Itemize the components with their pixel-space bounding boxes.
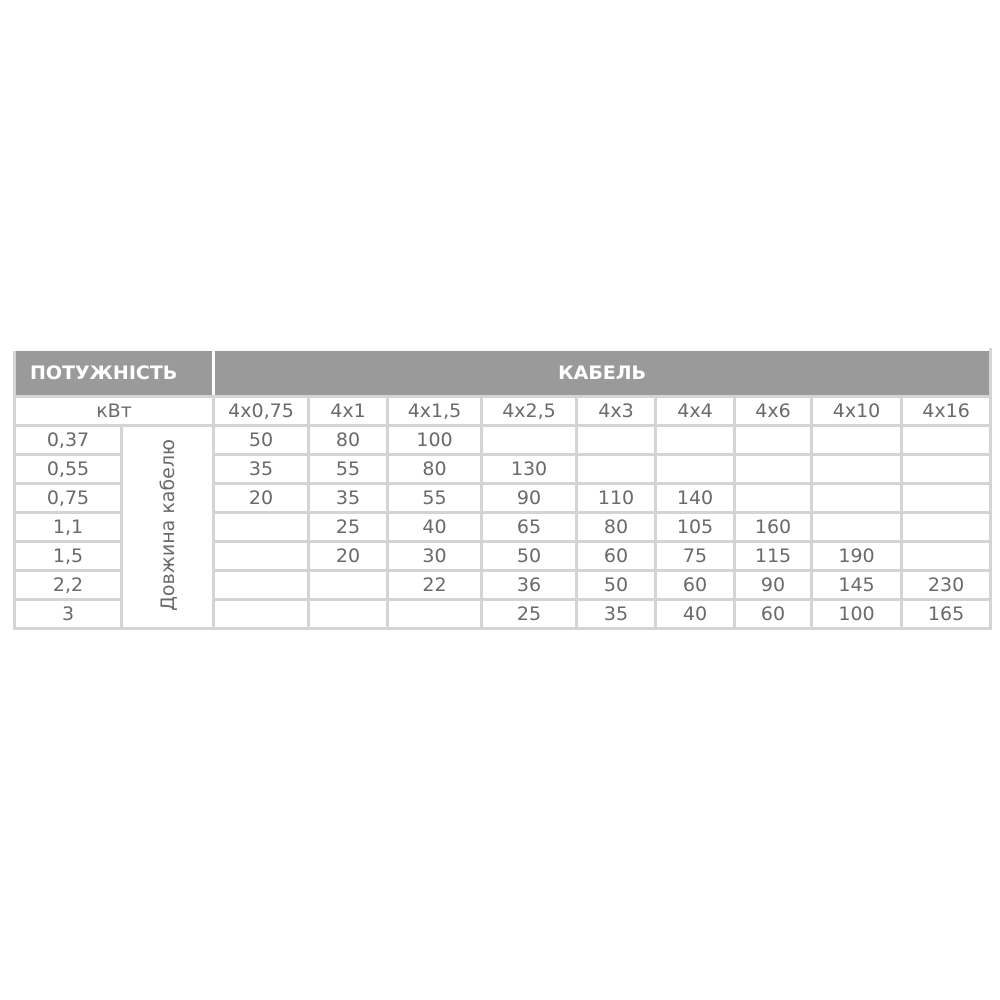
length-value: 55 [307,453,389,485]
length-value: 55 [386,482,483,514]
length-value [899,453,993,485]
length-value: 60 [654,569,736,601]
length-value [212,569,310,601]
length-value: 20 [307,540,389,572]
table-row: 1,1 25 40 65 80 105 160 [13,511,993,543]
length-value: 60 [733,598,813,630]
length-value [575,424,657,456]
power-header: ПОТУЖНІСТЬ [13,348,215,398]
length-value [307,598,389,630]
length-value: 35 [212,453,310,485]
length-value: 80 [575,511,657,543]
length-value: 25 [307,511,389,543]
length-label: Довжина кабелю [156,438,179,611]
power-value: 0,37 [13,424,123,456]
power-value: 0,75 [13,482,123,514]
length-value: 80 [386,453,483,485]
length-value [810,424,903,456]
length-value: 80 [307,424,389,456]
length-value: 110 [575,482,657,514]
length-value [654,453,736,485]
length-value [899,424,993,456]
length-value [386,598,483,630]
length-value [480,424,578,456]
cable-column-header: 4x10 [810,395,903,427]
length-value [733,424,813,456]
length-value: 145 [810,569,903,601]
length-value: 165 [899,598,993,630]
length-value: 36 [480,569,578,601]
cable-length-table: ПОТУЖНІСТЬ КАБЕЛЬ кВт 4x0,75 4x1 4x1,5 4x2,… [13,348,993,630]
length-value: 25 [480,598,578,630]
length-value: 190 [810,540,903,572]
length-value: 100 [386,424,483,456]
length-value: 75 [654,540,736,572]
power-value: 3 [13,598,123,630]
length-value: 65 [480,511,578,543]
length-value [212,511,310,543]
subheader-row: кВт 4x0,75 4x1 4x1,5 4x2,5 4x3 4x4 4x6 4x10 4x16 [13,395,993,427]
length-value [810,482,903,514]
length-value: 35 [307,482,389,514]
length-value [733,482,813,514]
length-value: 40 [654,598,736,630]
length-value [212,540,310,572]
cable-column-header: 4x3 [575,395,657,427]
length-value: 40 [386,511,483,543]
length-value: 30 [386,540,483,572]
length-value: 100 [810,598,903,630]
table-row: 2,2 22 36 50 60 90 145 230 [13,569,993,601]
table-row: 1,5 20 30 50 60 75 115 190 [13,540,993,572]
length-value: 20 [212,482,310,514]
table-row: 0,55 35 55 80 130 [13,453,993,485]
length-value [212,598,310,630]
length-value: 35 [575,598,657,630]
length-label-cell: Довжина кабелю [120,424,215,630]
cable-column-header: 4x6 [733,395,813,427]
length-value: 105 [654,511,736,543]
length-value [307,569,389,601]
length-value: 160 [733,511,813,543]
table-row: 0,75 20 35 55 90 110 140 [13,482,993,514]
length-value: 90 [480,482,578,514]
length-value: 50 [480,540,578,572]
cable-column-header: 4x16 [899,395,993,427]
length-value [575,453,657,485]
length-value: 90 [733,569,813,601]
length-value [899,540,993,572]
length-value: 130 [480,453,578,485]
cable-column-header: 4x1 [307,395,389,427]
length-value [810,453,903,485]
power-value: 1,5 [13,540,123,572]
table-row: 0,37 Довжина кабелю 50 80 100 [13,424,993,630]
table-row: 3 25 35 40 60 100 165 [13,598,993,630]
cable-column-header: 4x2,5 [480,395,578,427]
power-value: 0,55 [13,453,123,485]
length-value [899,482,993,514]
length-value: 22 [386,569,483,601]
header-row: ПОТУЖНІСТЬ КАБЕЛЬ [13,348,993,398]
length-value [654,424,736,456]
length-value [733,453,813,485]
power-value: 1,1 [13,511,123,543]
length-value: 50 [212,424,310,456]
power-value: 2,2 [13,569,123,601]
unit-label: кВт [13,395,215,427]
length-value [810,511,903,543]
cable-header: КАБЕЛЬ [211,348,993,398]
length-value: 230 [899,569,993,601]
cable-column-header: 4x0,75 [212,395,310,427]
length-value [899,511,993,543]
length-value: 140 [654,482,736,514]
length-value: 50 [575,569,657,601]
cable-column-header: 4x4 [654,395,736,427]
length-value: 60 [575,540,657,572]
length-value: 115 [733,540,813,572]
cable-column-header: 4x1,5 [386,395,483,427]
